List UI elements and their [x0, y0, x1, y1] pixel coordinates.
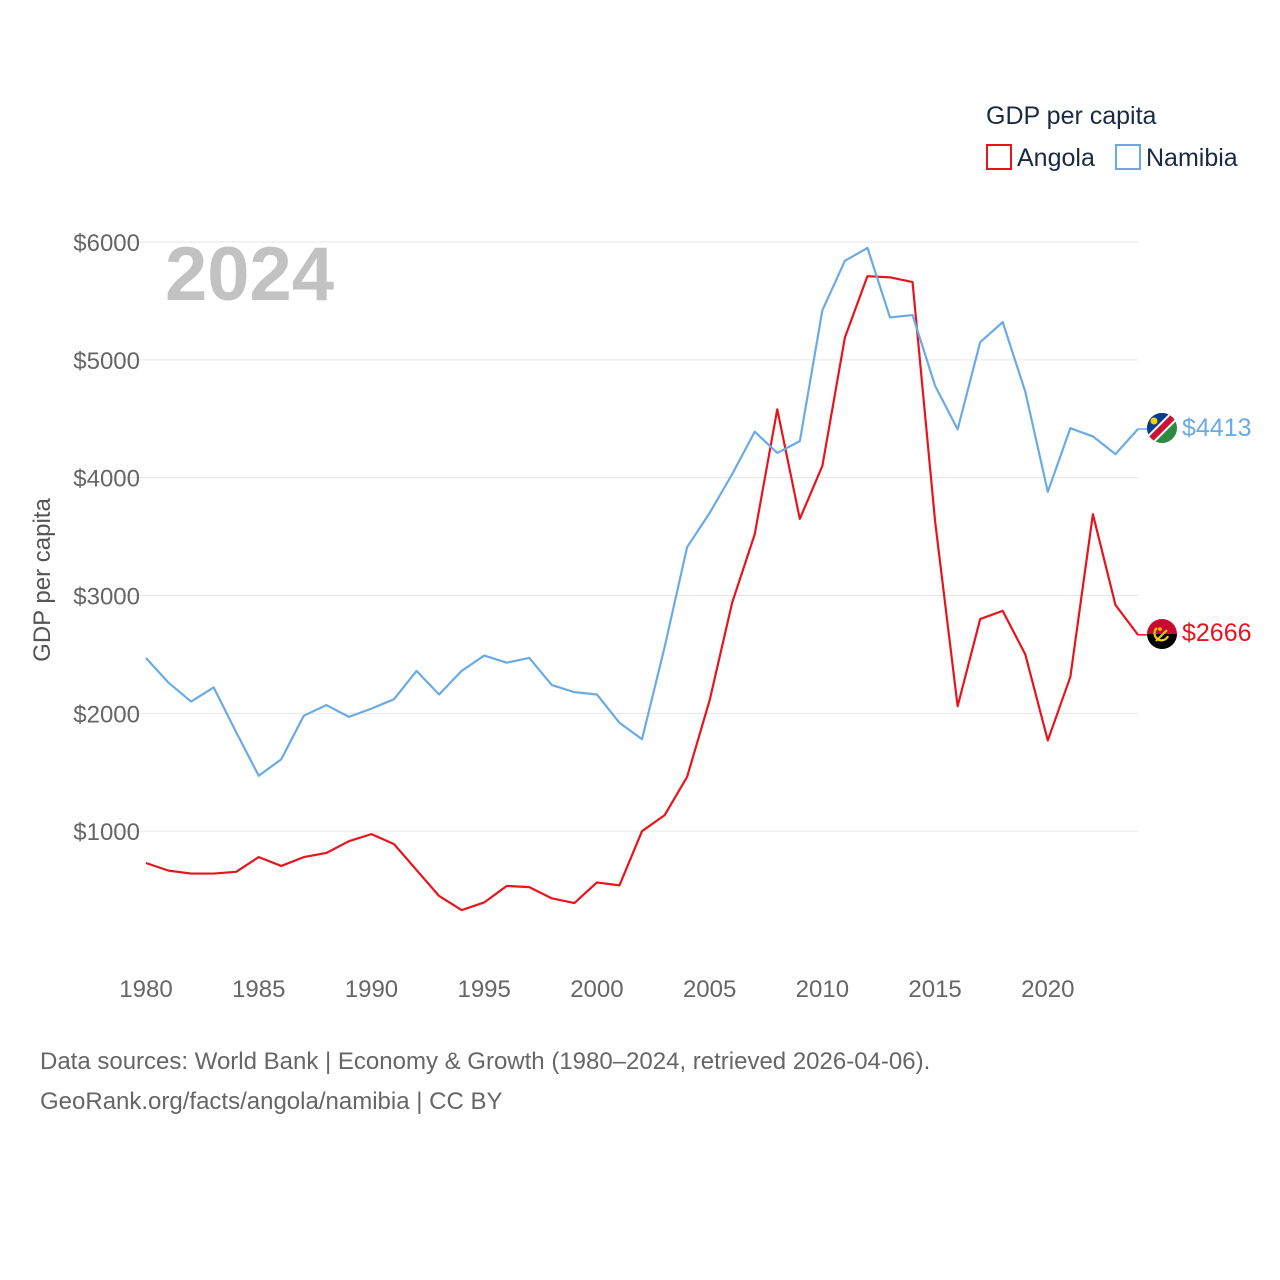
y-tick-label: $4000: [73, 466, 140, 493]
source-line-2[interactable]: GeoRank.org/facts/angola/namibia | CC BY: [40, 1088, 503, 1115]
series-line-angola[interactable]: [145, 275, 1139, 912]
y-axis-ticks: $1000 $2000 $3000 $4000 $5000 $6000: [73, 230, 140, 846]
y-tick-label: $2000: [73, 701, 140, 728]
x-tick-label: 2020: [1021, 976, 1074, 1003]
y-tick-label: $5000: [73, 348, 140, 375]
x-tick-label: 1990: [345, 976, 398, 1003]
x-tick-label: 2015: [908, 976, 961, 1003]
x-tick-label: 2010: [796, 976, 849, 1003]
series-lines: [145, 246, 1147, 912]
x-tick-label: 2000: [570, 976, 623, 1003]
x-axis-ticks: 1980 1985 1990 1995 2000 2005 2010 2015 2020: [119, 976, 1074, 1003]
x-tick-label: 1995: [457, 976, 510, 1003]
y-tick-label: $1000: [73, 819, 140, 846]
end-value-namibia: $4413: [1182, 414, 1252, 442]
legend-title: GDP per capita: [986, 102, 1157, 130]
current-year-label: 2024: [165, 232, 334, 317]
legend[interactable]: GDP per capita Angola Namibia: [986, 102, 1238, 172]
source-line-1: Data sources: World Bank | Economy & Gro…: [40, 1048, 931, 1075]
x-tick-label: 1985: [232, 976, 285, 1003]
source-note: Data sources: World Bank | Economy & Gro…: [40, 1042, 930, 1122]
y-tick-label: $3000: [73, 584, 140, 611]
x-tick-label: 2005: [683, 976, 736, 1003]
legend-swatch-angola[interactable]: [986, 144, 1012, 170]
y-axis-title: GDP per capita: [29, 498, 56, 662]
end-value-angola: $2666: [1182, 619, 1252, 647]
legend-swatch-namibia[interactable]: [1115, 144, 1141, 170]
gridlines: [120, 241, 1138, 832]
angola-flag-icon: [1147, 619, 1177, 649]
legend-label-namibia[interactable]: Namibia: [1146, 144, 1238, 172]
series-line-namibia[interactable]: [145, 246, 1139, 777]
legend-label-angola[interactable]: Angola: [1017, 144, 1095, 172]
y-tick-label: $6000: [73, 230, 140, 257]
x-tick-label: 1980: [119, 976, 172, 1003]
namibia-flag-icon: [1147, 413, 1177, 443]
